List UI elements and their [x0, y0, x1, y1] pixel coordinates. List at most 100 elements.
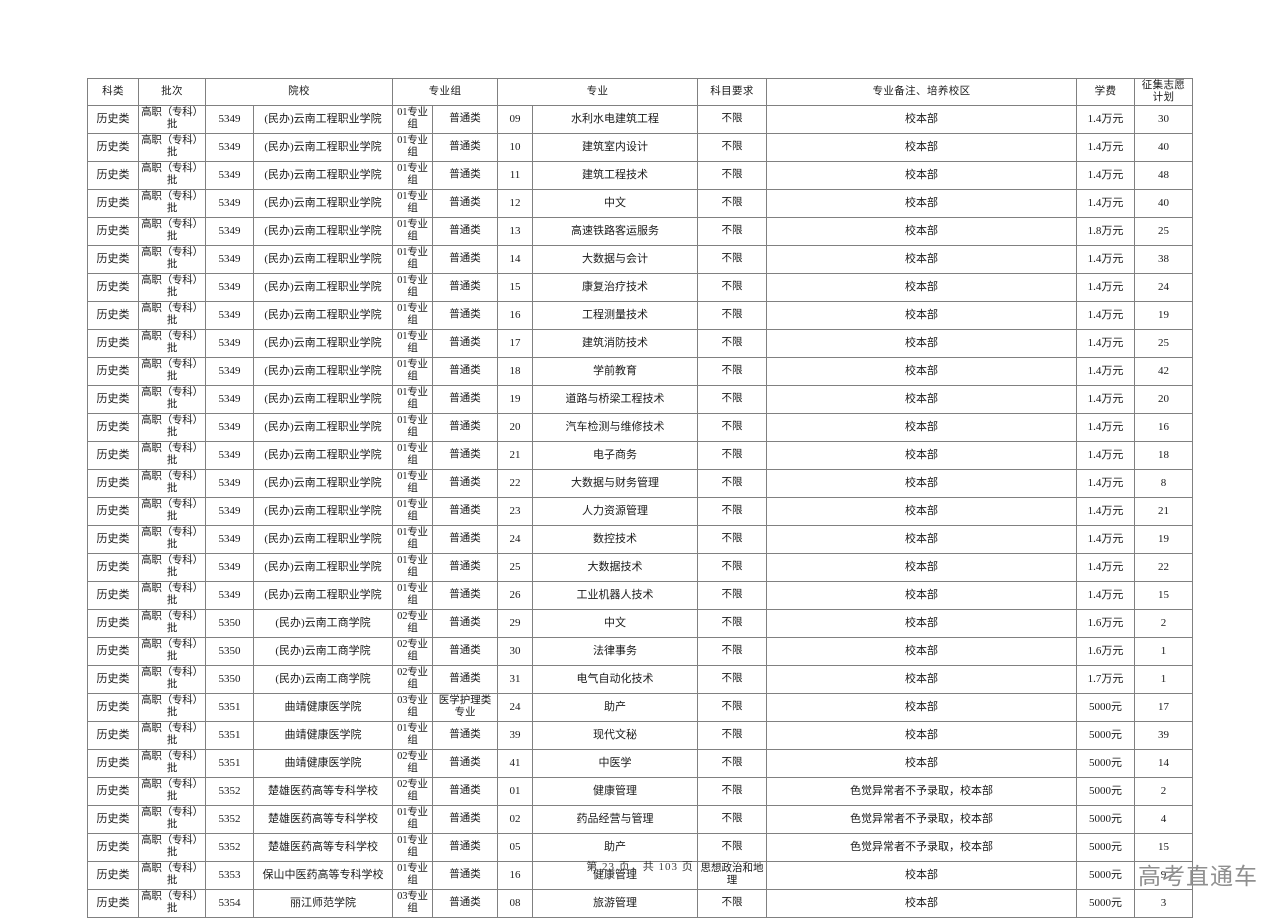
cell-major-code: 21: [497, 440, 534, 470]
cell-group-code: 01专业组: [392, 468, 433, 498]
cell-school-name: 保山中医药高等专科学校: [253, 860, 393, 890]
cell-major-name: 康复治疗技术: [532, 272, 699, 302]
cell-tuition: 1.4万元: [1076, 468, 1136, 498]
cell-group-code: 01专业组: [392, 580, 433, 610]
cell-plan-count: 48: [1134, 160, 1194, 190]
cell-major-code: 26: [497, 580, 534, 610]
cell-remark: 校本部: [766, 608, 1078, 638]
cell-group-name: 普通类: [431, 300, 499, 330]
cell-tuition: 1.4万元: [1076, 440, 1136, 470]
cell-school-code: 5352: [205, 832, 254, 862]
cell-major-name: 电子商务: [532, 440, 699, 470]
cell-pici: 高职（专科）批: [138, 244, 206, 274]
cell-major-code: 41: [497, 748, 534, 778]
cell-major-code: 01: [497, 776, 534, 806]
cell-major-name: 中文: [532, 188, 699, 218]
cell-group-name: 普通类: [431, 664, 499, 694]
cell-subject-requirement: 不限: [697, 496, 768, 526]
cell-remark: 校本部: [766, 748, 1078, 778]
cell-group-code: 02专业组: [392, 636, 433, 666]
cell-plan-count: 9: [1134, 860, 1194, 890]
cell-group-code: 01专业组: [392, 104, 433, 134]
cell-plan-count: 4: [1134, 804, 1194, 834]
cell-group-name: 普通类: [431, 440, 499, 470]
cell-school-name: (民办)云南工程职业学院: [253, 104, 393, 134]
cell-pici: 高职（专科）批: [138, 468, 206, 498]
cell-school-code: 5349: [205, 328, 254, 358]
cell-school-code: 5351: [205, 692, 254, 722]
cell-plan-count: 16: [1134, 412, 1194, 442]
cell-subject-requirement: 不限: [697, 328, 768, 358]
cell-subject-requirement: 不限: [697, 580, 768, 610]
cell-school-name: (民办)云南工程职业学院: [253, 272, 393, 302]
cell-tuition: 1.4万元: [1076, 496, 1136, 526]
table-row: 历史类 高职（专科）批 5349 (民办)云南工程职业学院 01专业组 普通类 19 道路与桥…: [87, 384, 1194, 414]
cell-plan-count: 38: [1134, 244, 1194, 274]
cell-subject-requirement: 不限: [697, 608, 768, 638]
cell-major-name: 助产: [532, 832, 699, 862]
table-row: 历史类 高职（专科）批 5349 (民办)云南工程职业学院 01专业组 普通类 22 大数据与…: [87, 468, 1194, 498]
cell-tuition: 1.4万元: [1076, 272, 1136, 302]
cell-subject-requirement: 不限: [697, 832, 768, 862]
cell-kelei: 历史类: [87, 720, 139, 750]
cell-tuition: 1.4万元: [1076, 300, 1136, 330]
cell-school-code: 5350: [205, 664, 254, 694]
cell-kelei: 历史类: [87, 580, 139, 610]
cell-group-code: 03专业组: [392, 692, 433, 722]
cell-pici: 高职（专科）批: [138, 132, 206, 162]
cell-major-code: 10: [497, 132, 534, 162]
cell-school-name: 丽江师范学院: [253, 888, 393, 918]
cell-group-name: 普通类: [431, 580, 499, 610]
cell-group-name: 普通类: [431, 496, 499, 526]
cell-school-code: 5349: [205, 132, 254, 162]
cell-major-name: 数控技术: [532, 524, 699, 554]
cell-plan-count: 3: [1134, 888, 1194, 918]
cell-school-code: 5354: [205, 888, 254, 918]
cell-school-code: 5349: [205, 216, 254, 246]
cell-major-name: 大数据技术: [532, 552, 699, 582]
cell-group-name: 普通类: [431, 468, 499, 498]
cell-school-name: 楚雄医药高等专科学校: [253, 776, 393, 806]
table-row: 历史类 高职（专科）批 5349 (民办)云南工程职业学院 01专业组 普通类 15 康复治疗…: [87, 272, 1194, 302]
cell-pici: 高职（专科）批: [138, 412, 206, 442]
cell-pici: 高职（专科）批: [138, 748, 206, 778]
table-row: 历史类 高职（专科）批 5350 (民办)云南工商学院 02专业组 普通类 29 中文 不限 校本…: [87, 608, 1194, 638]
cell-kelei: 历史类: [87, 776, 139, 806]
cell-group-name: 普通类: [431, 524, 499, 554]
cell-major-name: 法律事务: [532, 636, 699, 666]
cell-remark: 校本部: [766, 580, 1078, 610]
cell-group-name: 普通类: [431, 748, 499, 778]
cell-plan-count: 19: [1134, 524, 1194, 554]
column-header-zhuanyezu: 专业组: [391, 78, 499, 106]
admission-plan-table: 科类 批次 院校 专业组 专业 科目要求 专业备注、培养校区 学费 征集志愿计划…: [87, 78, 1194, 918]
cell-school-code: 5349: [205, 552, 254, 582]
cell-remark: 校本部: [766, 160, 1078, 190]
cell-school-name: (民办)云南工程职业学院: [253, 440, 393, 470]
cell-group-name: 普通类: [431, 188, 499, 218]
cell-tuition: 1.8万元: [1076, 216, 1136, 246]
cell-plan-count: 22: [1134, 552, 1194, 582]
table-row: 历史类 高职（专科）批 5349 (民办)云南工程职业学院 01专业组 普通类 24 数控技术…: [87, 524, 1194, 554]
cell-kelei: 历史类: [87, 888, 139, 918]
cell-remark: 校本部: [766, 384, 1078, 414]
cell-group-code: 01专业组: [392, 804, 433, 834]
cell-major-name: 大数据与会计: [532, 244, 699, 274]
cell-remark: 校本部: [766, 496, 1078, 526]
cell-school-code: 5351: [205, 748, 254, 778]
cell-group-code: 02专业组: [392, 608, 433, 638]
table-row: 历史类 高职（专科）批 5349 (民办)云南工程职业学院 01专业组 普通类 21 电子商务…: [87, 440, 1194, 470]
cell-subject-requirement: 不限: [697, 440, 768, 470]
table-row: 历史类 高职（专科）批 5349 (民办)云南工程职业学院 01专业组 普通类 20 汽车检测…: [87, 412, 1194, 442]
cell-school-name: (民办)云南工商学院: [253, 608, 393, 638]
cell-major-code: 09: [497, 104, 534, 134]
cell-group-name: 普通类: [431, 132, 499, 162]
table-row: 历史类 高职（专科）批 5349 (民办)云南工程职业学院 01专业组 普通类 16 工程测量…: [87, 300, 1194, 330]
cell-remark: 校本部: [766, 132, 1078, 162]
cell-subject-requirement: 思想政治和地理: [697, 860, 768, 890]
cell-subject-requirement: 不限: [697, 384, 768, 414]
cell-subject-requirement: 不限: [697, 244, 768, 274]
cell-tuition: 1.4万元: [1076, 244, 1136, 274]
cell-major-code: 24: [497, 692, 534, 722]
cell-school-code: 5349: [205, 412, 254, 442]
cell-kelei: 历史类: [87, 496, 139, 526]
